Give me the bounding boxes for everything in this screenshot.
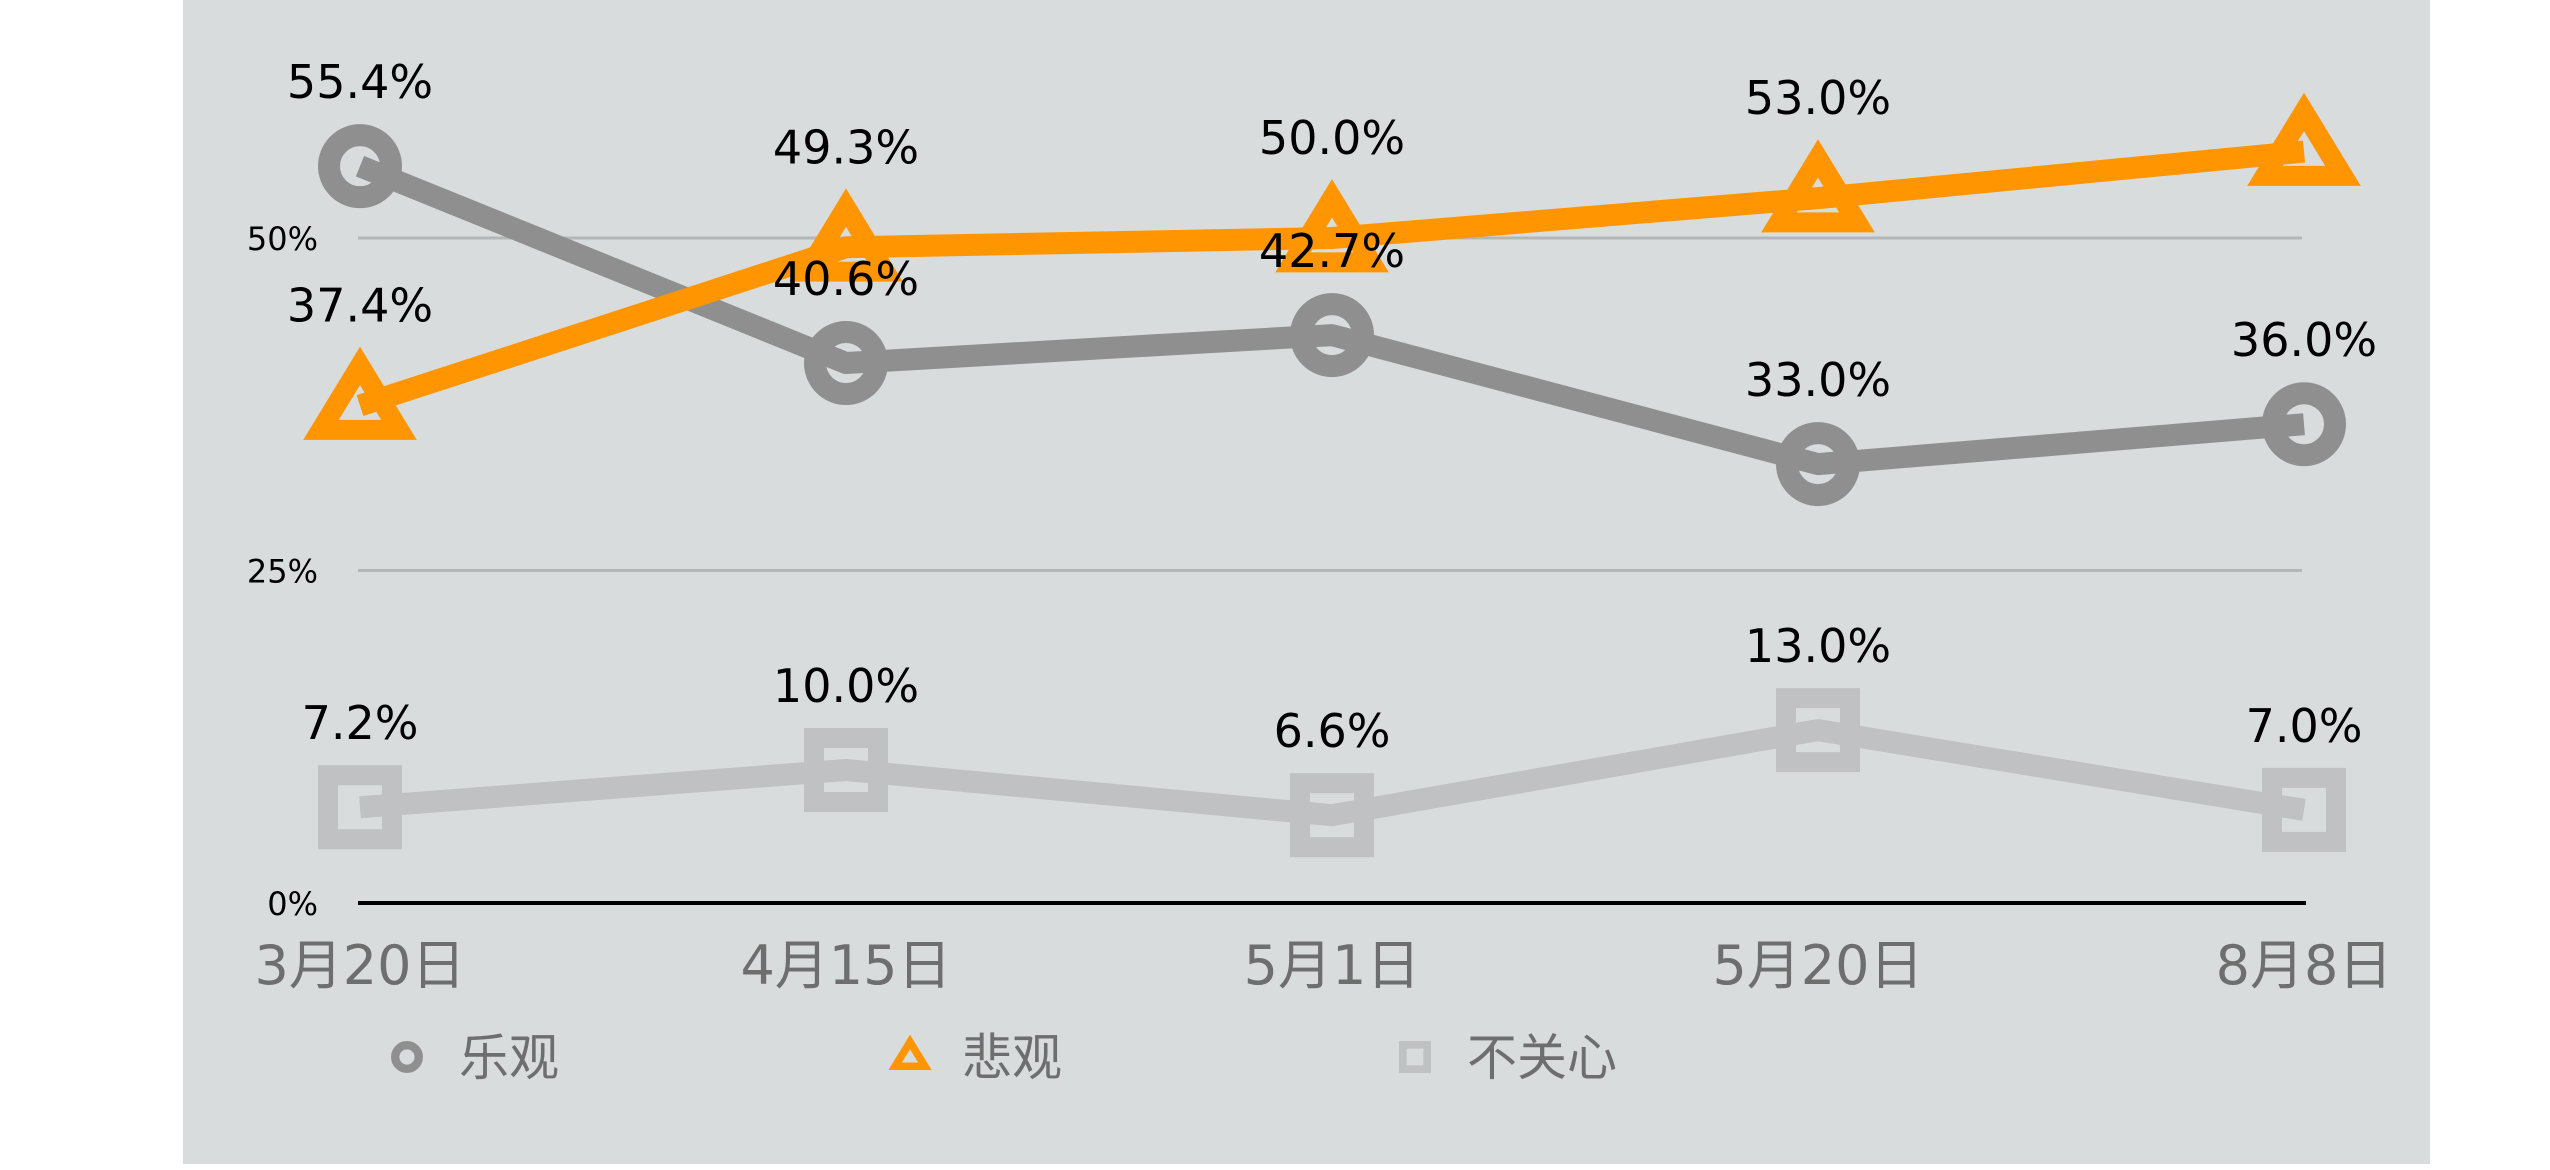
data-label: 33.0% — [1745, 353, 1891, 407]
series-marker-circle — [804, 321, 888, 406]
y-tick-label: 50% — [247, 220, 318, 258]
legend-label: 乐观 — [459, 1029, 559, 1087]
legend-item: 乐观 — [391, 1029, 559, 1087]
data-label-layer: 55.4% 40.6% 42.7% 33.0% 36.0% 37.4% 49.3% 50.0%… — [287, 55, 2377, 758]
series-line — [359, 719, 2306, 827]
data-label: 40.6% — [773, 252, 919, 306]
series-marker-square — [318, 765, 402, 850]
axis-layer: 3月20日 4月15日 5月1日 5月20日 8月8日 — [254, 901, 2393, 997]
data-label: 50.0% — [1259, 111, 1405, 165]
series-marker-square — [2262, 767, 2346, 852]
data-label: 36.0% — [2231, 313, 2377, 367]
series-marker-triangle — [888, 1034, 932, 1071]
series-marker-circle — [1776, 422, 1860, 507]
legend-item: 悲观 — [888, 1029, 1062, 1087]
grid-layer: 0% 25% 50% — [247, 220, 2302, 923]
x-tick-label: 5月1日 — [1244, 934, 1421, 997]
data-label: 13.0% — [1745, 619, 1891, 673]
series-marker-circle — [2262, 382, 2346, 467]
data-label: 55.4% — [287, 55, 433, 109]
legend: 乐观 悲观 不关心 — [391, 1029, 1617, 1087]
data-label: 10.0% — [773, 659, 919, 713]
data-label: 7.0% — [2246, 699, 2363, 753]
x-tick-label: 4月15日 — [740, 934, 951, 997]
data-label: 37.4% — [287, 279, 433, 333]
series-square — [318, 688, 2346, 858]
series-marker-circle — [1290, 293, 1374, 378]
data-label: 6.6% — [1274, 704, 1391, 758]
series-marker-triangle — [789, 188, 903, 282]
series-triangle — [303, 92, 2361, 440]
series-marker-triangle — [1761, 139, 1875, 233]
chart-panel — [183, 0, 2430, 1164]
series-marker-square — [1290, 773, 1374, 858]
series-marker-triangle — [1275, 179, 1389, 273]
legend-label: 不关心 — [1467, 1029, 1617, 1087]
series-marker-triangle — [2247, 92, 2361, 186]
y-tick-label: 0% — [267, 885, 318, 923]
series-marker-circle — [318, 124, 402, 209]
series-marker-circle — [391, 1041, 423, 1073]
data-label: 42.7% — [1259, 224, 1405, 278]
series-marker-square — [1399, 1041, 1431, 1073]
legend-item: 不关心 — [1399, 1029, 1617, 1087]
x-tick-label: 3月20日 — [254, 934, 465, 997]
series-layer — [303, 92, 2361, 858]
series-marker-square — [1776, 688, 1860, 773]
series-line — [356, 140, 2306, 417]
x-tick-label: 5月20日 — [1712, 934, 1923, 997]
legend-label: 悲观 — [962, 1029, 1062, 1087]
data-label: 49.3% — [773, 120, 919, 174]
data-label: 53.0% — [1745, 71, 1891, 125]
y-tick-label: 25% — [247, 553, 318, 591]
data-label: 7.2% — [302, 696, 419, 750]
x-tick-label: 8月8日 — [2216, 934, 2393, 997]
series-marker-triangle — [303, 346, 417, 440]
series-marker-square — [804, 728, 888, 812]
